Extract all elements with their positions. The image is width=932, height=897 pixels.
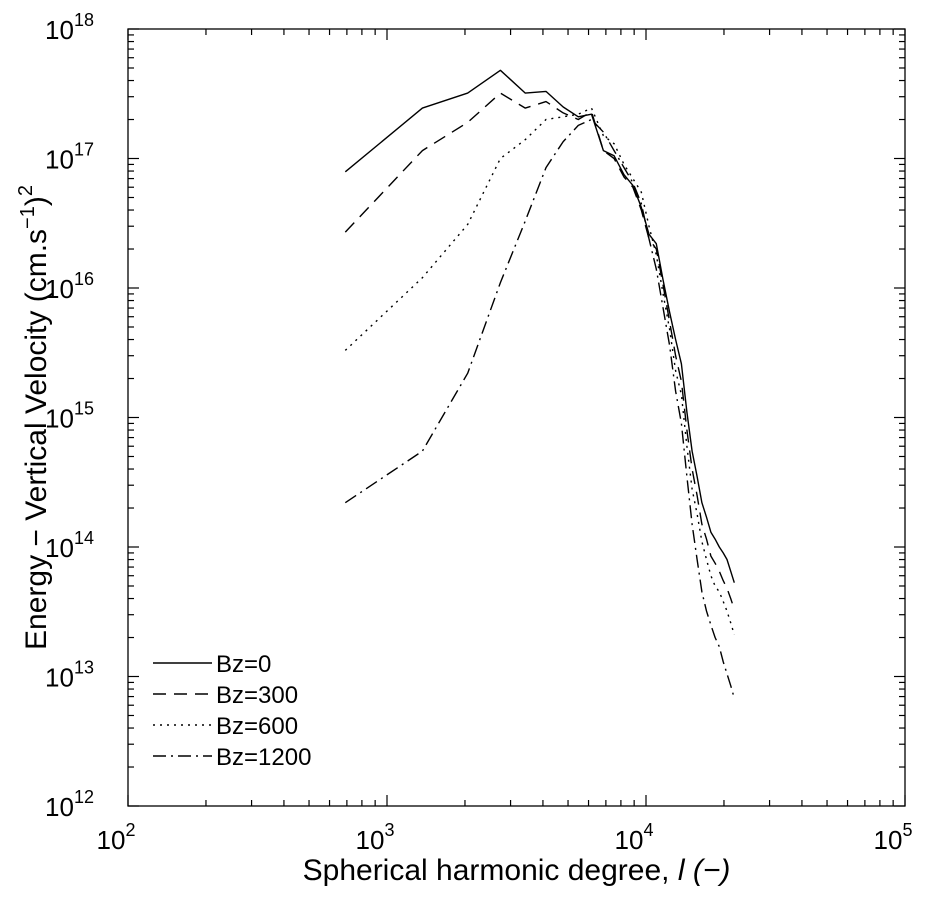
y-tick-label-base: 10 bbox=[45, 274, 74, 304]
y-axis-label-close: ) bbox=[20, 196, 53, 206]
x-tick-label-base: 10 bbox=[356, 825, 385, 855]
y-tick-label: 1012 bbox=[45, 787, 94, 822]
x-tick-label: 103 bbox=[356, 820, 395, 855]
y-tick-label: 1016 bbox=[45, 269, 94, 304]
series-line-4 bbox=[344, 118, 735, 699]
x-axis-label-var: l bbox=[678, 854, 686, 887]
x-tick-label-base: 10 bbox=[97, 825, 126, 855]
y-axis-label-main: Energy − Vertical Velocity (cm.s bbox=[20, 229, 53, 650]
x-axis-label-main: Spherical harmonic degree, bbox=[303, 854, 678, 887]
legend-label-1: Bz=0 bbox=[216, 651, 271, 678]
y-tick-label-exp: 15 bbox=[74, 399, 94, 419]
x-axis-label-unit: (−) bbox=[685, 854, 731, 887]
y-tick-label-base: 10 bbox=[45, 533, 74, 563]
x-tick-label-exp: 2 bbox=[125, 820, 135, 840]
y-tick-label-exp: 12 bbox=[74, 787, 94, 807]
x-tick-label-base: 10 bbox=[874, 825, 903, 855]
series-line-1 bbox=[344, 69, 735, 583]
y-axis-label-sup2: 2 bbox=[15, 185, 37, 196]
y-tick-label-exp: 18 bbox=[74, 10, 94, 30]
y-tick-label-exp: 17 bbox=[74, 140, 94, 160]
x-tick-label-exp: 3 bbox=[384, 820, 394, 840]
series-line-2 bbox=[344, 92, 735, 610]
y-axis-label: Energy − Vertical Velocity (cm.s−1)2 bbox=[15, 185, 53, 650]
y-tick-label-exp: 16 bbox=[74, 269, 94, 289]
legend-label-2: Bz=300 bbox=[216, 682, 298, 709]
y-tick-label-base: 10 bbox=[45, 145, 74, 175]
y-tick-label: 1018 bbox=[45, 10, 94, 45]
x-tick-label-exp: 5 bbox=[902, 820, 912, 840]
x-tick-label-exp: 4 bbox=[643, 820, 653, 840]
y-tick-label-base: 10 bbox=[45, 792, 74, 822]
legend: Bz=0 Bz=300 Bz=600 Bz=1200 bbox=[153, 651, 311, 771]
y-axis-label-sup1: −1 bbox=[17, 206, 39, 229]
y-tick-label-base: 10 bbox=[45, 663, 74, 693]
legend-label-3: Bz=600 bbox=[216, 713, 298, 740]
y-tick-label-exp: 13 bbox=[74, 658, 94, 678]
y-tick-label-base: 10 bbox=[45, 15, 74, 45]
x-tick-label-base: 10 bbox=[615, 825, 644, 855]
y-tick-label: 1015 bbox=[45, 399, 94, 434]
y-tick-label-base: 10 bbox=[45, 404, 74, 434]
x-tick-label: 105 bbox=[874, 820, 913, 855]
y-tick-label-exp: 14 bbox=[74, 528, 94, 548]
y-tick-label: 1013 bbox=[45, 658, 94, 693]
x-tick-label: 104 bbox=[615, 820, 654, 855]
x-tick-label: 102 bbox=[97, 820, 136, 855]
x-axis-label: Spherical harmonic degree, l (−) bbox=[303, 854, 731, 887]
y-tick-label: 1017 bbox=[45, 140, 94, 175]
series-lines bbox=[344, 69, 735, 699]
legend-label-4: Bz=1200 bbox=[216, 744, 311, 771]
y-tick-label: 1014 bbox=[45, 528, 94, 563]
series-line-3 bbox=[344, 107, 735, 636]
